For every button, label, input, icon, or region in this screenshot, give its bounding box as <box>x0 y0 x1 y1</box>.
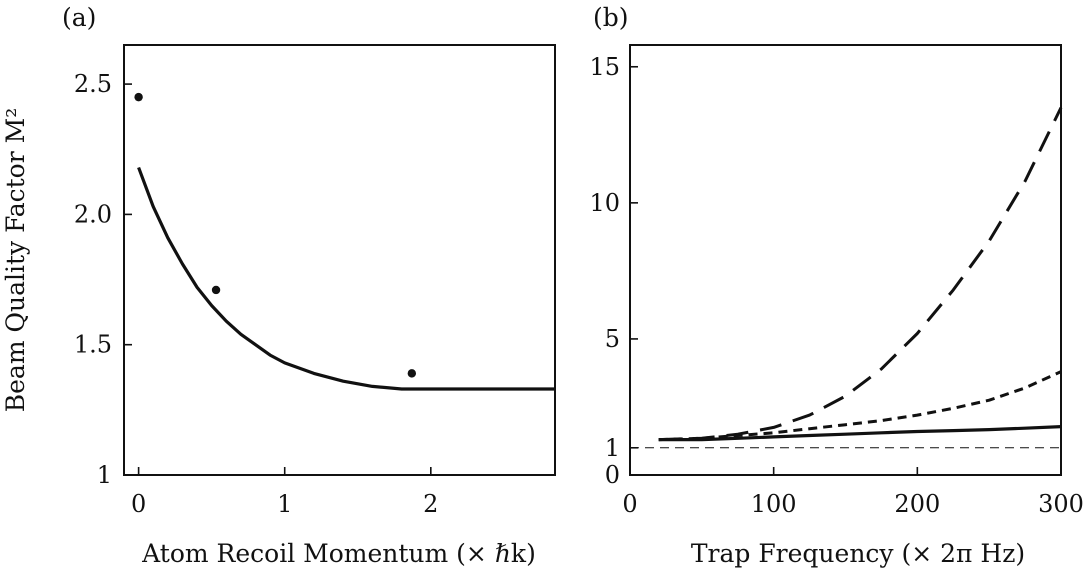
panel-a-ytick-label: 1 <box>97 461 112 489</box>
panel-a-ytick-label: 1.5 <box>74 331 112 359</box>
panel-b-xtick-label: 100 <box>751 490 797 518</box>
panel-a-label: (a) <box>62 3 96 32</box>
panel-a: (a) 0 1 211.52.02.5 Atom Recoil Momentum (… <box>1 3 556 568</box>
panel-a-xtick-label: 1 <box>277 490 292 518</box>
panel-a-frame <box>123 44 556 476</box>
panel-b-series-long-dash <box>658 106 1063 442</box>
panel-b-xtick-label: 0 <box>622 490 637 518</box>
panel-b-xtick-label: 300 <box>1038 490 1084 518</box>
panel-b-ytick-label: 0 <box>605 461 620 489</box>
panel-a-ticks: 0 1 211.52.02.5 <box>74 70 439 518</box>
panel-a-data-point <box>211 285 221 295</box>
panel-b-label: (b) <box>593 3 629 32</box>
panel-a-data-point <box>407 369 417 378</box>
panel-b-ytick-label: 10 <box>589 189 620 217</box>
panel-a-xlabel: Atom Recoil Momentum (× ℏk) <box>141 539 536 568</box>
panel-a-xtick-label: 0 <box>131 490 146 518</box>
panel-b-frame <box>629 44 1062 476</box>
panel-b-xlabel: Trap Frequency (× 2π Hz) <box>691 539 1025 568</box>
panel-b-xtick-label: 200 <box>894 490 940 518</box>
panel-a-ytick-label: 2.0 <box>74 200 112 228</box>
panel-b-data <box>630 106 1063 449</box>
panel-a-fit-curve <box>137 166 555 391</box>
panel-a-xtick-label: 2 <box>423 490 438 518</box>
panel-b-ytick-label: 15 <box>589 53 620 81</box>
panel-b-ytick-label: 1 <box>605 434 620 462</box>
panel-a-data-point <box>134 92 143 102</box>
panel-a-ylabel: Beam Quality Factor M² <box>1 108 30 413</box>
panel-b-series-solid <box>658 425 1062 442</box>
panel-a-data <box>134 92 555 391</box>
panel-b-ytick-label: 5 <box>605 325 620 353</box>
panel-a-ytick-label: 2.5 <box>74 70 112 98</box>
